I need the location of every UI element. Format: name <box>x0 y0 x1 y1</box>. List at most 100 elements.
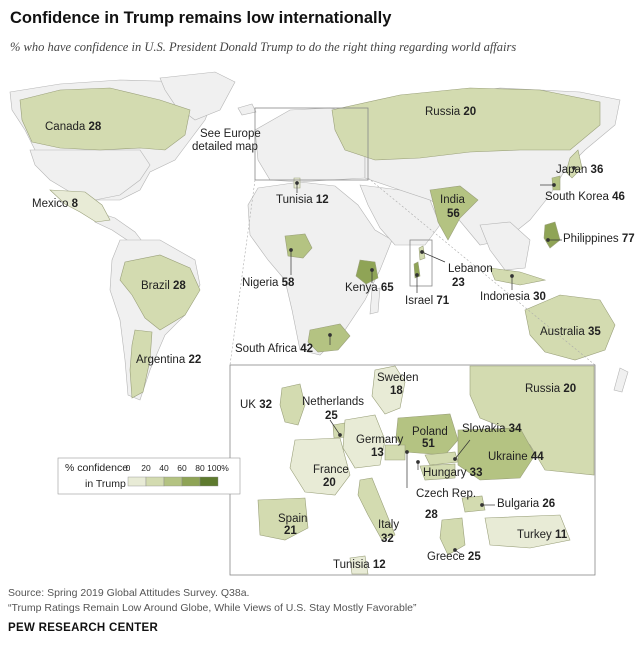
label-poland-value: 51 <box>422 438 435 450</box>
label-south-korea: South Korea 46 <box>545 191 625 203</box>
label-netherlands: Netherlands <box>302 396 364 408</box>
inset-spain-shape <box>257 497 309 541</box>
legend-swatch <box>199 476 219 487</box>
brand-logo-text: PEW RESEARCH CENTER <box>8 622 159 634</box>
label-russia: Russia 20 <box>425 106 476 118</box>
label-philippines: Philippines 77 <box>563 233 635 245</box>
inset-uk-shape <box>279 383 306 426</box>
label-uk: UK 32 <box>240 399 272 411</box>
indonesia-shape <box>489 267 547 286</box>
label-germany-value: 13 <box>371 447 384 459</box>
legend-title-line1: % confidence <box>65 462 128 474</box>
india-shape <box>429 185 479 241</box>
label-italy: Italy <box>378 519 399 531</box>
source-line-2: “Trump Ratings Remain Low Around Globe, … <box>8 602 417 614</box>
australia-shape <box>524 294 616 361</box>
label-bulgaria: Bulgaria 26 <box>497 498 555 510</box>
brazil-shape <box>119 254 201 331</box>
inset-bulgaria-shape <box>461 495 486 513</box>
canada-shape <box>19 87 191 151</box>
connector-line-b <box>229 179 256 366</box>
inset-czech-shape <box>384 444 406 461</box>
legend-title-line2: in Trump <box>85 478 126 490</box>
legend-tick-label: 20 <box>141 463 151 473</box>
label-lebanon-value: 23 <box>452 277 465 289</box>
legend-swatch <box>181 476 201 487</box>
surveyed-countries <box>19 87 616 399</box>
inset-russia-shape <box>469 365 595 476</box>
inset-ukraine-shape <box>457 427 536 481</box>
label-turkey: Turkey 11 <box>517 529 568 541</box>
label-slovakia: Slovakia 34 <box>462 423 522 435</box>
legend: % confidence in Trump 0 20 40 60 80 100% <box>57 457 241 495</box>
label-greece: Greece 25 <box>427 551 481 563</box>
label-japan: Japan 36 <box>556 164 603 176</box>
south-korea-shape <box>551 175 561 191</box>
inset-italy-shape <box>357 477 396 541</box>
argentina-shape <box>129 329 153 399</box>
label-italy-value: 32 <box>381 533 394 545</box>
land-southeast-asia <box>479 221 531 271</box>
label-mexico: Mexico 8 <box>32 198 79 210</box>
label-israel: Israel 71 <box>405 295 450 307</box>
label-ukraine: Ukraine 44 <box>488 451 544 463</box>
label-spain-value: 21 <box>284 525 297 537</box>
inset-france-shape <box>289 437 351 496</box>
world-map: Canada 28 Russia 20 Mexico 8 Tunisia 12 … <box>9 71 635 576</box>
world-labels: Canada 28 Russia 20 Mexico 8 Tunisia 12 … <box>32 106 635 366</box>
legend-tick-label: 60 <box>177 463 187 473</box>
mexico-shape <box>49 189 111 223</box>
label-france-value: 20 <box>323 477 336 489</box>
land-madagascar <box>369 287 381 315</box>
land-greenland <box>159 71 236 121</box>
label-inset-tunisia: Tunisia 12 <box>333 559 386 571</box>
label-kenya: Kenya 65 <box>345 282 394 294</box>
label-poland: Poland <box>412 426 448 438</box>
label-india-value: 56 <box>447 208 460 220</box>
legend-ticks: 0 20 40 60 80 100% <box>126 463 230 473</box>
inset-hungary-shape <box>419 463 456 481</box>
legend-tick-label: 0 <box>126 463 131 473</box>
nigeria-shape <box>284 233 313 259</box>
label-lebanon: Lebanon <box>448 263 493 275</box>
europe-note-line2: detailed map <box>192 141 258 153</box>
label-south-africa: South Africa 42 <box>235 343 313 355</box>
label-germany: Germany <box>356 434 404 446</box>
middle-east-reference-box <box>409 239 433 287</box>
europe-note-line1: See Europe <box>200 128 261 140</box>
connector-line-a <box>367 177 596 366</box>
label-czech-value: 28 <box>425 509 438 521</box>
label-nigeria: Nigeria 58 <box>242 277 295 289</box>
land-usa <box>29 149 151 201</box>
map-title: Confidence in Trump remains low internat… <box>10 9 392 27</box>
europe-inset <box>229 364 596 576</box>
legend-swatch <box>127 476 147 487</box>
label-inset-russia: Russia 20 <box>525 383 576 395</box>
label-france: France <box>313 464 349 476</box>
source-line-1: Source: Spring 2019 Global Attitudes Sur… <box>8 587 250 599</box>
japan-shape <box>565 149 583 179</box>
label-netherlands-value: 25 <box>325 410 338 422</box>
philippines-shape <box>543 221 561 249</box>
label-indonesia: Indonesia 30 <box>480 291 546 303</box>
inset-tunisia-shape <box>349 555 369 575</box>
legend-tick-label: 100% <box>207 463 229 473</box>
label-spain: Spain <box>278 513 307 525</box>
label-argentina: Argentina 22 <box>136 354 201 366</box>
label-czech: Czech Rep. <box>416 488 476 500</box>
russia-shape <box>331 87 601 161</box>
legend-swatches <box>127 476 219 487</box>
inset-sweden-shape <box>371 365 406 415</box>
legend-tick-label: 80 <box>195 463 205 473</box>
land-new-zealand <box>613 367 629 393</box>
label-brazil: Brazil 28 <box>141 280 186 292</box>
label-australia: Australia 35 <box>540 326 601 338</box>
land-iceland <box>237 103 257 116</box>
label-canada: Canada 28 <box>45 121 102 133</box>
europe-labels: Sweden 18 Russia 20 UK 32 Netherlands 25… <box>240 372 576 571</box>
inset-turkey-shape <box>484 514 571 549</box>
legend-swatch <box>145 476 165 487</box>
legend-swatch <box>163 476 183 487</box>
source-note: Source: Spring 2019 Global Attitudes Sur… <box>8 586 417 616</box>
label-sweden: Sweden <box>377 372 419 384</box>
